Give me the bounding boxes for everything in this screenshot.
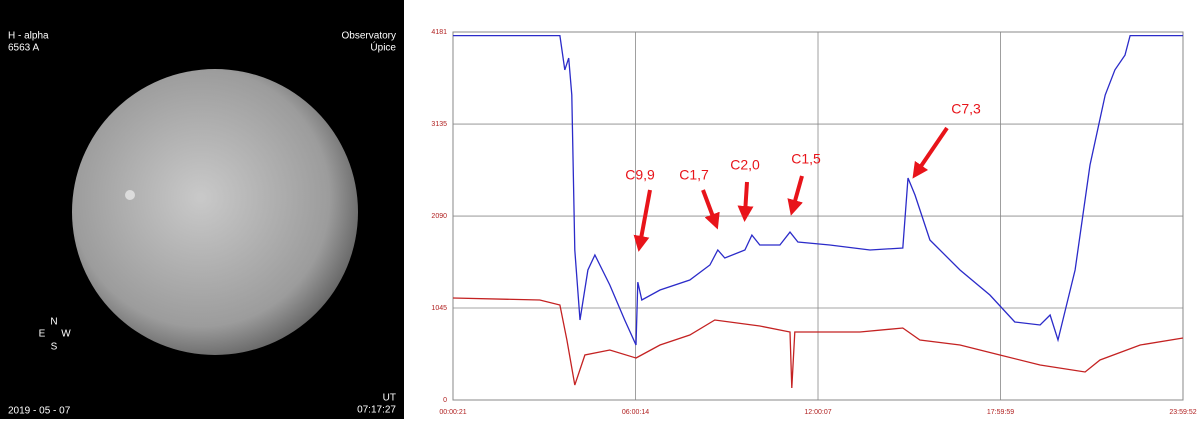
annotation: C1,5 [791,151,821,167]
compass: S [51,342,58,353]
arrow [633,189,652,252]
x-tick-label: 00:00:21 [439,409,466,416]
compass: W [61,329,71,340]
arrow [912,126,949,179]
y-tick-label: 4181 [431,29,447,36]
y-tick-label: 2090 [431,213,447,220]
active-region [125,190,135,200]
image-label: Observatory [342,31,396,42]
series-line [452,297,1184,389]
x-tick-label: 23:59:52 [1169,409,1196,416]
image-label: Úpice [370,41,396,54]
x-tick-label: 06:00:14 [622,409,649,416]
image-time: 07:17:27 [357,405,396,416]
compass: N [50,317,57,328]
arrow [787,175,804,216]
arrow [701,189,720,230]
annotation: C2,0 [730,157,760,173]
x-tick-label: 17:59:59 [987,409,1014,416]
image-date: 2019 - 05 - 07 [8,406,71,417]
series-line [453,34,1183,346]
image-label: H - alpha [8,31,49,42]
image-label: UT [383,393,396,404]
arrow [737,181,754,222]
annotation: C1,7 [679,167,709,183]
annotation: C7,3 [951,101,981,117]
annotation: C9,9 [625,167,655,183]
y-tick-label: 3135 [431,121,447,128]
y-tick-label: 0 [443,397,447,404]
sun-disk [72,69,358,355]
x-tick-label: 12:00:07 [804,409,831,416]
image-label: 6563 A [8,43,39,54]
y-tick-label: 1045 [431,305,447,312]
compass: E [39,329,46,340]
